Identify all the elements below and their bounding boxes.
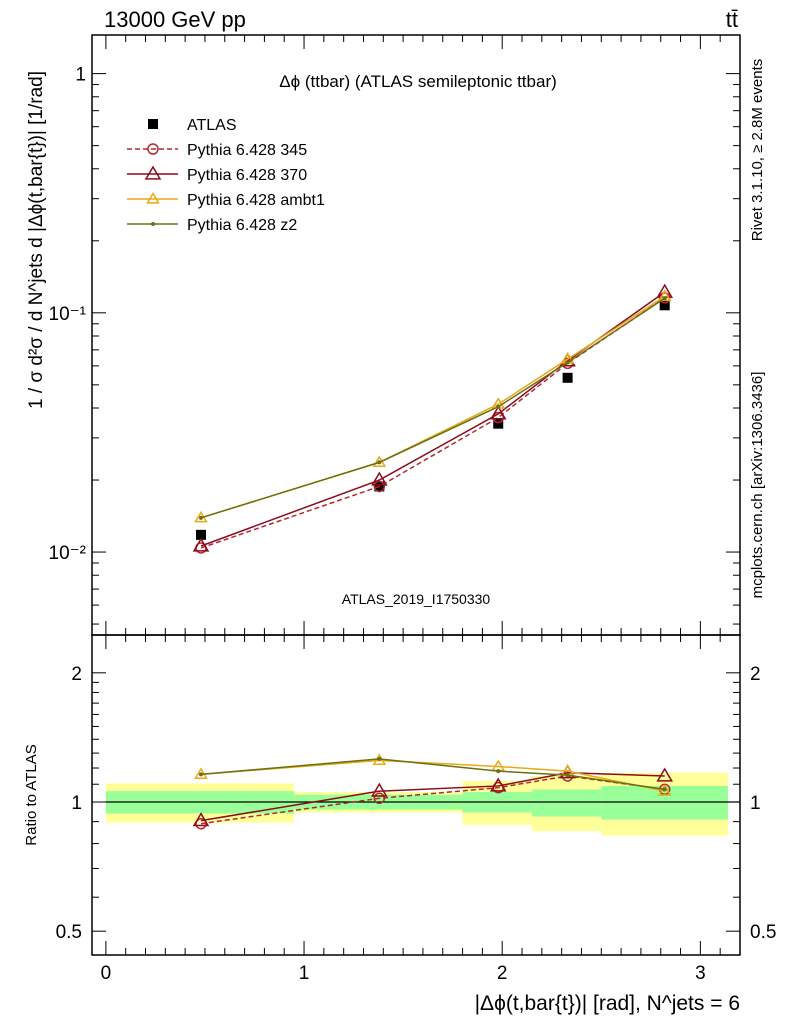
ratio-panel: 2 2 1 1 0.5 0.5 0 1 2 3 Ratio to ATLAS |Δϕ(t,bar{… <box>23 634 776 1015</box>
rivet-label: Rivet 3.1.10, ≥ 2.8M events <box>749 59 766 242</box>
ratio-series-3 <box>198 756 667 792</box>
series-line <box>200 297 666 549</box>
ratio-point <box>496 769 501 774</box>
data-point <box>562 372 573 383</box>
ratio-y-tick-label-left: 2 <box>71 664 82 685</box>
ratio-series-line <box>200 759 665 792</box>
legend-swatch <box>127 222 178 226</box>
header-energy: 13000 GeV pp <box>104 7 246 32</box>
data-point <box>489 405 507 420</box>
legend-swatch <box>127 143 178 155</box>
ratio-point <box>662 787 667 792</box>
series-line <box>200 297 666 519</box>
data-point <box>377 460 382 465</box>
legend-marker <box>144 165 162 180</box>
legend-swatch <box>148 119 158 129</box>
x-tick-label: 0 <box>101 963 112 984</box>
ratio-frame <box>91 634 741 956</box>
ratio-y-tick-label-left: 0.5 <box>56 922 82 943</box>
main-gridlayer: 1 10⁻¹ 10⁻² <box>49 35 740 635</box>
legend-label: ATLAS <box>187 117 237 134</box>
ratio-y-tick-label-right: 0.5 <box>750 922 776 943</box>
x-tick-label: 1 <box>299 963 310 984</box>
y-tick-label: 1 <box>75 65 86 86</box>
y-tick-label: 10⁻² <box>49 543 87 564</box>
ratio-point <box>198 772 203 777</box>
main-watermark: ATLAS_2019_I1750330 <box>342 591 491 607</box>
data-point <box>371 471 388 486</box>
header-process: tt̄ <box>726 7 738 32</box>
series-1 <box>195 292 671 554</box>
ratio-point <box>657 784 672 796</box>
ratio-series-line <box>200 771 665 822</box>
legend-label: Pythia 6.428 345 <box>187 142 307 159</box>
legend-marker <box>146 192 160 204</box>
x-tick-label: 2 <box>497 963 508 984</box>
main-title: Δϕ (ttbar) (ATLAS semileptonic ttbar) <box>279 72 557 91</box>
ratio-point <box>192 812 210 827</box>
data-point <box>565 360 570 365</box>
series-3 <box>194 289 672 523</box>
series-2 <box>192 283 674 552</box>
mcplots-label: mcplots.cern.ch [arXiv:1306.3436] <box>749 372 766 599</box>
series-line <box>200 291 666 547</box>
stat-uncertainty-band <box>601 785 729 820</box>
legend-label: Pythia 6.428 ambt1 <box>187 192 325 209</box>
series-line <box>200 295 666 519</box>
ratio-point <box>195 817 207 830</box>
data-point <box>662 296 667 301</box>
ratio-point <box>377 756 382 761</box>
ratio-layer: 2 2 1 1 0.5 0.5 0 1 2 3 <box>56 635 776 984</box>
y-tick-label: 10⁻¹ <box>49 304 87 325</box>
x-tick-label: 3 <box>695 963 706 984</box>
main-legend: ATLAS Pythia 6.428 345 Pythia 6.428 370 Pyt… <box>127 117 325 234</box>
legend-swatch <box>127 192 178 204</box>
legend-swatch <box>127 165 178 180</box>
data-point <box>657 289 672 302</box>
ratio-y-tick-label-left: 1 <box>71 793 82 814</box>
legend-marker <box>151 222 155 226</box>
ratio-y-tick-label-right: 2 <box>750 664 761 685</box>
ratio-point <box>565 773 570 778</box>
data-point <box>373 480 386 493</box>
data-point <box>192 537 210 552</box>
main-panel: 1 10⁻¹ 10⁻² Δϕ (ttbar) (ATLAS semileptonic… <box>26 34 741 636</box>
series-4 <box>198 296 667 520</box>
data-point <box>496 404 501 409</box>
series-0 <box>195 300 670 540</box>
ratio-y-tick-label-right: 1 <box>750 793 761 814</box>
ratio-point <box>371 782 388 797</box>
legend-label: Pythia 6.428 370 <box>187 167 307 184</box>
main-ylabel: 1 / σ d²σ / d N^jets d |Δϕ(t,bar{t})| [1… <box>26 71 47 409</box>
stat-uncertainty-band <box>531 789 602 817</box>
ratio-xlabel: |Δϕ(t,bar{t})| [rad], N^jets = 6 <box>475 992 740 1015</box>
legend-marker <box>148 119 158 129</box>
data-point <box>195 529 206 540</box>
ratio-point <box>656 767 674 782</box>
ratio-ylabel: Ratio to ATLAS <box>23 744 40 845</box>
data-point <box>198 515 203 520</box>
legend-label: Pythia 6.428 z2 <box>187 217 297 234</box>
data-point <box>493 418 504 429</box>
ratio-point <box>373 792 386 805</box>
data-point <box>659 300 670 311</box>
ratio-point <box>489 777 507 792</box>
legend-marker <box>147 143 159 155</box>
